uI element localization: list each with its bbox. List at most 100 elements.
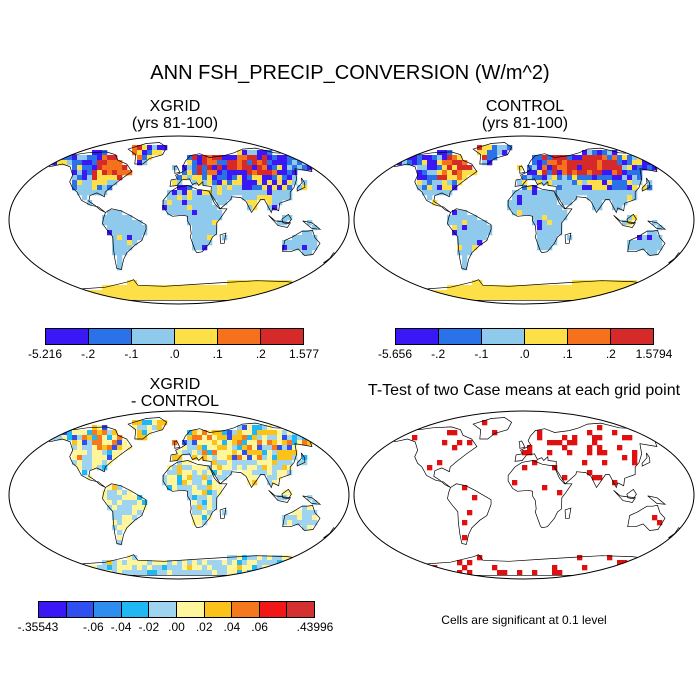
map-cell (612, 430, 618, 436)
map-cell (607, 160, 613, 166)
map-cell (212, 560, 218, 566)
map-cell (182, 480, 188, 486)
map-cell (197, 495, 203, 501)
map-cell (437, 180, 443, 186)
map-cell (287, 445, 293, 451)
map-cell (642, 235, 648, 241)
map-cell (242, 445, 248, 451)
map-cell (257, 465, 263, 471)
map-cell (197, 450, 203, 456)
map-cell (262, 470, 268, 476)
map-cell (257, 565, 263, 571)
coastline-australia (282, 229, 321, 256)
map-cell (577, 175, 583, 181)
map-cell (642, 285, 648, 291)
map-cell (92, 435, 98, 441)
map-cell (267, 200, 273, 206)
map-cell (112, 230, 118, 236)
map-cell (202, 440, 208, 446)
map-cell (522, 190, 528, 196)
map-cell (122, 240, 128, 246)
map-cell (167, 475, 173, 481)
map-cell (192, 165, 198, 171)
map-cell (602, 155, 608, 161)
map-cell (237, 455, 243, 461)
map-cell (432, 180, 438, 186)
map-cell (452, 290, 458, 296)
map-cell (127, 490, 133, 496)
map-cell (547, 195, 553, 201)
map-cell (607, 180, 613, 186)
map-cell (132, 425, 138, 431)
map-cell (627, 160, 633, 166)
map-cell (652, 230, 658, 236)
map-cell (422, 295, 428, 301)
map-cell (272, 155, 278, 161)
map-cell (562, 435, 568, 441)
map-cell (457, 290, 463, 296)
map-cell (547, 155, 553, 161)
coastline-japan (296, 452, 306, 467)
map-cell (597, 435, 603, 441)
map-cell (242, 465, 248, 471)
map-cell (202, 505, 208, 511)
map-cells (47, 145, 318, 301)
map-cell (112, 250, 118, 256)
map-cell (292, 445, 298, 451)
map-cell (102, 220, 108, 226)
map-cell (577, 295, 583, 301)
map-cell (187, 460, 193, 466)
map-cell (537, 170, 543, 176)
map-cell (577, 555, 583, 561)
map-cell (197, 520, 203, 526)
map-cell (222, 185, 228, 191)
map-cell (292, 160, 298, 166)
map-cell (232, 185, 238, 191)
map-cell (592, 180, 598, 186)
map-cell (192, 155, 198, 161)
panel-ttest-title: T-Test of two Case means at each grid po… (352, 382, 696, 399)
map-cell (117, 445, 123, 451)
map-cell (222, 235, 228, 241)
map-cell (287, 435, 293, 441)
coastline-newguinea (302, 495, 322, 505)
map-cell (567, 175, 573, 181)
map-cell (547, 165, 553, 171)
map-cell (212, 500, 218, 506)
map-cell (617, 155, 623, 161)
map-cell (522, 200, 528, 206)
map-cell (537, 240, 543, 246)
map-cell (557, 230, 563, 236)
map-cell (277, 495, 283, 501)
coastline-greenland (127, 142, 168, 165)
map-cell (402, 285, 408, 291)
map-cell (147, 570, 153, 576)
map-cell (207, 160, 213, 166)
map-cell (222, 470, 228, 476)
map-cell (587, 150, 593, 156)
map-cell (272, 195, 278, 201)
map-cell (217, 445, 223, 451)
map-cell (87, 180, 93, 186)
map-cell (492, 295, 498, 301)
map-cell (302, 430, 308, 436)
map-cell (202, 465, 208, 471)
map-cell (547, 230, 553, 236)
map-cell (522, 285, 528, 291)
map-cell (277, 165, 283, 171)
map-cell (457, 220, 463, 226)
colorbar-swatch (439, 329, 482, 344)
map-cell (427, 465, 433, 471)
map-cell (77, 295, 83, 301)
map-cell (112, 510, 118, 516)
map-cell (437, 165, 443, 171)
map-cell (262, 445, 268, 451)
map-cell (62, 285, 68, 291)
map-cell (152, 295, 158, 301)
map-cell (127, 225, 133, 231)
map-cell (282, 170, 288, 176)
map-cell (227, 190, 233, 196)
map-cell (252, 180, 258, 186)
map-cell (232, 170, 238, 176)
map-cell (162, 205, 168, 211)
